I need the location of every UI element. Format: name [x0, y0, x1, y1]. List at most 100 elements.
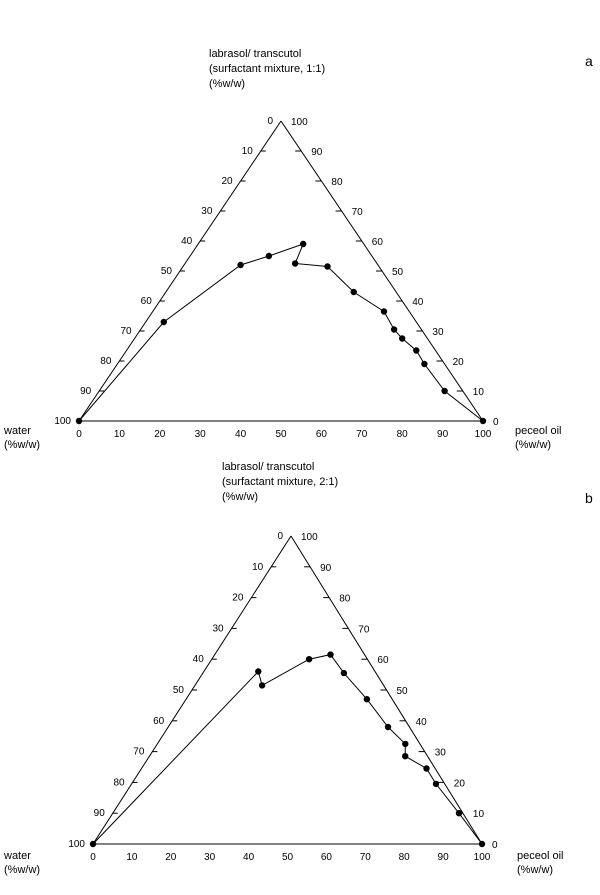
panel-b: b labrasol/ transcutol (surfactant mixtu… — [3, 461, 593, 876]
panel-a-left-tick-label: 0 — [267, 116, 273, 127]
panel-a-data-point — [300, 240, 307, 248]
panel-a-data-point — [324, 263, 331, 270]
panel-a-left-label-line-2: (%w/w) — [4, 439, 40, 451]
panel-b-data-point — [478, 840, 486, 848]
panel-b-left-tick-label: 100 — [68, 839, 85, 850]
panel-a-data-point — [441, 387, 448, 395]
panel-b-right-tick-label: 60 — [377, 655, 389, 666]
panel-a-data-point — [75, 417, 83, 425]
panel-b-right-tick-label: 90 — [320, 563, 332, 574]
panel-a-bottom-tick-label: 10 — [114, 429, 126, 440]
panel-b-bottom-tick-label: 40 — [243, 852, 255, 863]
panel-a: a labrasol/ transcutol (surfactant mixtu… — [3, 48, 593, 451]
panel-a-left-label-line-1: water — [3, 425, 31, 437]
panel-b-data-point — [402, 753, 409, 760]
panel-b-top-label-line-3: (%w/w) — [222, 491, 258, 503]
panel-a-bottom-tick-label: 70 — [356, 429, 368, 440]
panel-b-top-label-line-1: labrasol/ transcutol — [222, 461, 314, 473]
panel-a-left-tick-label: 60 — [141, 296, 153, 307]
panel-b-bottom-tick-label: 80 — [399, 852, 411, 863]
panel-b-right-tick-label: 50 — [397, 686, 409, 697]
panel-a-data-point — [479, 417, 487, 425]
panel-b-left-tick-label: 30 — [212, 623, 224, 634]
panel-b-bottom-tick-label: 60 — [321, 852, 333, 863]
panel-b-right-tick-label: 10 — [473, 809, 485, 820]
panel-a-right-tick-label: 90 — [311, 147, 323, 158]
panel-b-data-point — [363, 696, 371, 703]
panel-b-right-label-line-2: (%w/w) — [517, 864, 553, 876]
panel-a-data-point — [350, 288, 357, 296]
panel-a-data-point — [421, 360, 428, 368]
panel-a-right-tick-label: 80 — [331, 177, 343, 188]
panel-a-data-point — [265, 252, 273, 260]
panel-b-data-point — [89, 840, 97, 848]
panel-b-left-tick-label: 80 — [113, 777, 125, 788]
panel-b-bottom-tick-label: 100 — [474, 852, 491, 863]
panel-a-left-tick-label: 20 — [221, 176, 233, 187]
panel-a-bottom-tick-label: 40 — [235, 429, 247, 440]
panel-a-data-point — [399, 335, 406, 342]
panel-b-right-tick-label: 100 — [301, 532, 318, 543]
panel-a-right-tick-label: 70 — [352, 207, 364, 218]
panel-a-data-point — [390, 326, 398, 333]
panel-b-left-label-line-2: (%w/w) — [4, 864, 40, 876]
panel-a-data-point — [291, 260, 299, 267]
panel-b-data-point — [423, 765, 430, 772]
panel-b-data-point — [255, 668, 262, 675]
panel-a-right-tick-label: 10 — [473, 387, 485, 398]
panel-b-left-tick-label: 60 — [153, 716, 165, 727]
panel-a-right-tick-label: 30 — [432, 327, 444, 338]
panel-a-right-tick-label: 100 — [291, 117, 308, 128]
panel-b-data-point — [432, 780, 440, 788]
panel-a-bottom-tick-label: 60 — [316, 429, 328, 440]
panel-b-right-tick-label: 70 — [358, 624, 370, 635]
panel-a-top-label-line-3: (%w/w) — [209, 78, 245, 90]
panel-a-left-tick-label: 90 — [80, 386, 92, 397]
panel-a-right-tick-label: 50 — [392, 267, 404, 278]
panel-b-left-tick-label: 90 — [94, 808, 106, 819]
panel-b-right-label-line-1: peceol oil — [517, 850, 563, 862]
panel-a-bottom-tick-label: 100 — [475, 429, 492, 440]
panel-a-right-label-line-1: peceol oil — [515, 425, 561, 437]
panel-b-data-point — [258, 682, 266, 689]
panel-a-top-label-line-1: labrasol/ transcutol — [209, 48, 301, 60]
panel-b-data-point — [340, 669, 348, 677]
panel-b-data-point — [327, 651, 334, 658]
panel-a-right-tick-label: 20 — [453, 357, 465, 368]
panel-b-letter: b — [585, 490, 593, 506]
panel-b-left-tick-label: 0 — [277, 531, 283, 542]
panel-a-right-label-line-2: (%w/w) — [515, 439, 551, 451]
panel-a-right-tick-label: 40 — [412, 297, 424, 308]
panel-a-left-tick-label: 50 — [161, 266, 173, 277]
panel-a-boundary-line — [78, 243, 484, 422]
panel-b-data-point — [402, 740, 409, 748]
panel-b-right-tick-label: 0 — [492, 840, 498, 851]
panel-a-left-tick-label: 40 — [181, 236, 193, 247]
panel-b-data-point — [384, 723, 392, 731]
panel-a-bottom-tick-label: 0 — [76, 429, 82, 440]
panel-b-left-tick-label: 50 — [173, 685, 185, 696]
panel-b-left-tick-label: 70 — [133, 747, 145, 758]
panel-a-data-point — [160, 318, 167, 326]
panel-b-bottom-tick-label: 30 — [204, 852, 216, 863]
panel-a-left-tick-label: 30 — [201, 206, 213, 217]
panel-b-top-label-line-2: (surfactant mixture, 2:1) — [222, 476, 338, 488]
panel-b-right-tick-label: 30 — [435, 748, 447, 759]
panel-a-right-tick-label: 0 — [493, 417, 499, 428]
panel-a-bottom-tick-label: 20 — [154, 429, 166, 440]
panel-b-data-point — [305, 656, 313, 663]
panel-a-left-tick-label: 10 — [242, 146, 254, 157]
panel-b-left-tick-label: 40 — [193, 654, 205, 665]
panel-a-bottom-tick-label: 90 — [437, 429, 449, 440]
panel-a-left-tick-label: 80 — [100, 356, 112, 367]
panel-b-bottom-tick-label: 90 — [438, 852, 450, 863]
panel-a-data-point — [237, 261, 244, 269]
panel-a-right-tick-label: 60 — [372, 237, 384, 248]
panel-b-left-label-line-1: water — [3, 850, 31, 862]
panel-a-left-tick-label: 100 — [54, 416, 71, 427]
panel-b-bottom-tick-label: 70 — [360, 852, 372, 863]
panel-b-bottom-tick-label: 10 — [126, 852, 138, 863]
panel-b-bottom-tick-label: 20 — [165, 852, 177, 863]
panel-a-bottom-tick-label: 50 — [275, 429, 287, 440]
